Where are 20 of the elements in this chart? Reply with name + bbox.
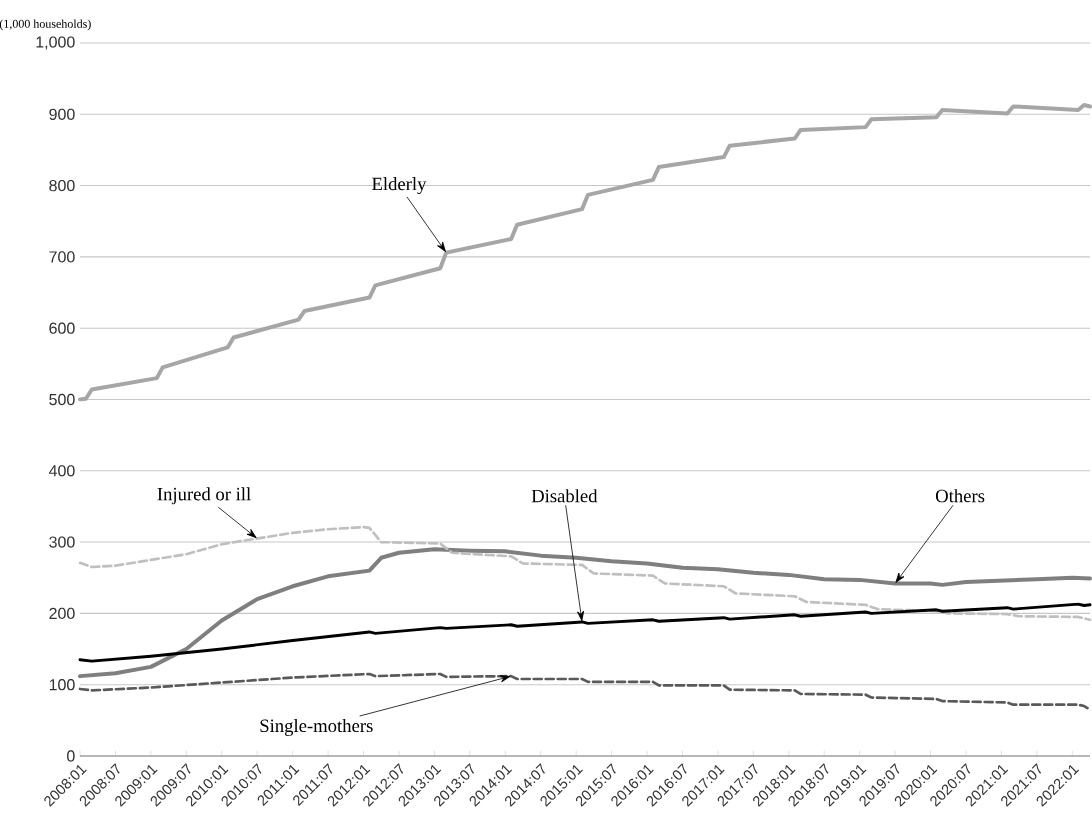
annotation: Elderly xyxy=(372,177,427,195)
y-tick-label: 800 xyxy=(49,179,75,192)
line-series xyxy=(78,602,1092,663)
line-series xyxy=(78,672,1092,711)
line-series xyxy=(78,103,1092,402)
y-tick-label: 900 xyxy=(49,108,75,120)
y-tick-label: 0 xyxy=(67,750,75,762)
y-tick-label: 300 xyxy=(49,536,75,548)
y-tick-label: 100 xyxy=(49,679,75,691)
y-tick-label: 400 xyxy=(48,465,75,477)
y-tick-label: 500 xyxy=(49,393,75,406)
annotation: Disabled xyxy=(531,489,598,503)
y-tick-label: 1,000 xyxy=(36,36,75,50)
annotation: Single-mothers xyxy=(260,718,373,736)
annotation: Others xyxy=(935,489,985,503)
y-axis-title: (1,000 households) xyxy=(0,19,91,31)
y-tick-label: 700 xyxy=(49,251,75,263)
y-tick-label: 200 xyxy=(49,607,75,620)
y-tick-label: 600 xyxy=(49,322,75,334)
annotation: Injured or ill xyxy=(157,487,251,505)
